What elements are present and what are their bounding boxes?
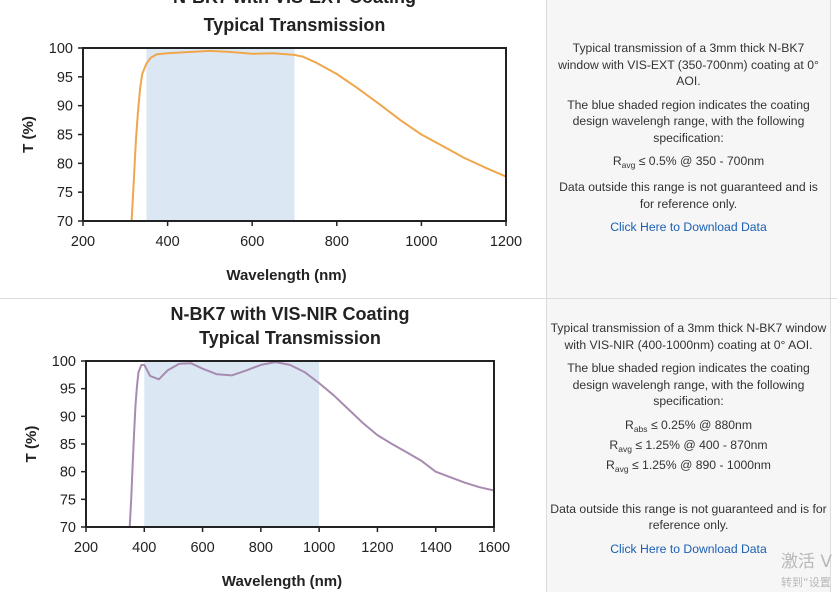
transmission-curve <box>128 361 494 527</box>
x-tick-label: 1200 <box>361 540 393 556</box>
disclaimer-text: Data outside this range is not guarantee… <box>550 501 827 533</box>
spec-line: Ravg ≤ 1.25% @ 890 - 1000nm <box>606 457 771 474</box>
coating-range-shade <box>144 361 320 527</box>
y-tick-label: 85 <box>57 128 73 144</box>
download-data-link[interactable]: Click Here to Download Data <box>610 541 767 556</box>
chart-subtitle: Typical Transmission <box>204 15 386 35</box>
y-tick-label: 95 <box>57 70 73 86</box>
description-text: Typical transmission of a 3mm thick N-BK… <box>558 41 819 88</box>
y-tick-label: 70 <box>60 520 76 536</box>
chart-title: N-BK7 with VIS-EXT Coating <box>173 0 416 7</box>
x-tick-label: 200 <box>71 234 95 250</box>
x-tick-label: 600 <box>240 234 264 250</box>
y-tick-label: 70 <box>57 214 73 230</box>
chart-title: N-BK7 with VIS-NIR Coating <box>171 304 410 324</box>
y-axis-label: T (%) <box>20 116 37 153</box>
spec-list: Ravg ≤ 0.5% @ 350 - 700nm <box>551 153 826 173</box>
x-tick-label: 1600 <box>478 540 510 556</box>
x-tick-label: 800 <box>249 540 273 556</box>
x-tick-label: 200 <box>74 540 98 556</box>
x-tick-label: 1000 <box>303 540 335 556</box>
x-tick-label: 1200 <box>490 234 522 250</box>
chart-vis-ext: N-BK7 with VIS-EXT Coating Typical Transm… <box>20 0 522 284</box>
y-tick-label: 95 <box>60 382 76 398</box>
transmission-curve <box>130 49 506 221</box>
y-tick-label: 100 <box>52 354 76 370</box>
description-panel-vis-ext: Typical transmission of a 3mm thick N-BK… <box>547 0 831 298</box>
y-tick-label: 80 <box>60 465 76 481</box>
chart-row-vis-nir: N-BK7 with VIS-NIR Coating Typical Transm… <box>0 299 837 592</box>
os-activation-watermark: 激活 V 转到“设置 <box>781 552 833 589</box>
description-panel-vis-nir: Typical transmission of a 3mm thick N-BK… <box>547 299 831 592</box>
y-tick-label: 80 <box>57 156 73 172</box>
coating-range-shade <box>146 48 295 221</box>
spec-line: Rabs ≤ 0.25% @ 880nm <box>625 417 752 434</box>
disclaimer-text: Data outside this range is not guarantee… <box>559 180 818 211</box>
x-tick-label: 1400 <box>420 540 452 556</box>
chart-row-vis-ext: N-BK7 with VIS-EXT Coating Typical Transm… <box>0 0 837 299</box>
y-tick-label: 85 <box>60 437 76 453</box>
spec-line: Ravg ≤ 1.25% @ 400 - 870nm <box>609 437 768 454</box>
x-tick-label: 1000 <box>405 234 437 250</box>
description-text: Typical transmission of a 3mm thick N-BK… <box>550 321 827 352</box>
chart-cell-vis-nir: N-BK7 with VIS-NIR Coating Typical Transm… <box>0 299 547 592</box>
y-axis-label: T (%) <box>23 426 40 463</box>
chart-subtitle: Typical Transmission <box>199 328 381 348</box>
x-tick-label: 400 <box>132 540 156 556</box>
x-axis-label: Wavelength (nm) <box>226 267 346 284</box>
x-axis-label: Wavelength (nm) <box>222 573 342 590</box>
x-tick-label: 600 <box>190 540 214 556</box>
x-tick-label: 400 <box>155 234 179 250</box>
y-tick-label: 90 <box>60 409 76 425</box>
y-tick-label: 90 <box>57 99 73 115</box>
spec-list: Rabs ≤ 0.25% @ 880nm Ravg ≤ 1.25% @ 400 … <box>549 417 828 477</box>
x-tick-label: 800 <box>325 234 349 250</box>
y-tick-label: 75 <box>57 185 73 201</box>
chart-vis-nir: N-BK7 with VIS-NIR Coating Typical Transm… <box>23 304 510 590</box>
y-tick-label: 100 <box>49 41 73 57</box>
shade-note-text: The blue shaded region indicates the coa… <box>567 361 810 408</box>
shade-note-text: The blue shaded region indicates the coa… <box>567 97 810 145</box>
spec-line: Ravg ≤ 0.5% @ 350 - 700nm <box>612 154 765 170</box>
chart-cell-vis-ext: N-BK7 with VIS-EXT Coating Typical Transm… <box>0 0 547 298</box>
download-data-link[interactable]: Click Here to Download Data <box>610 220 767 234</box>
y-tick-label: 75 <box>60 492 76 508</box>
